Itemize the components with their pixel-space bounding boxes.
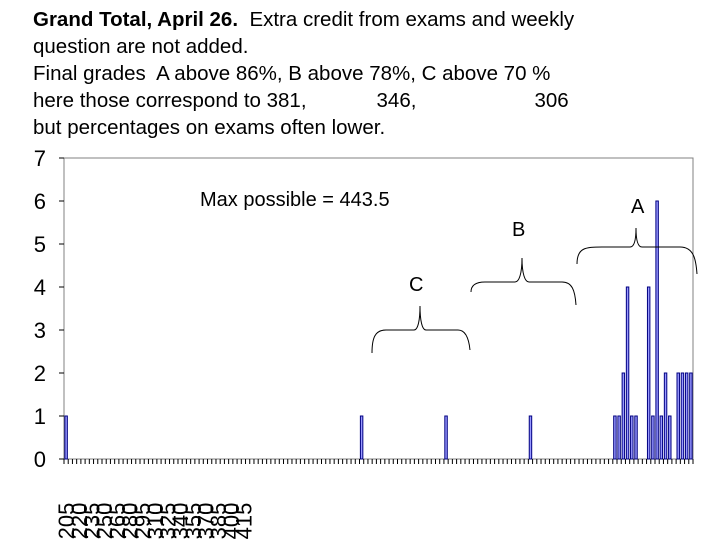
x-tick-label-355: 355 <box>181 503 206 540</box>
y-axis-ticks: 0 1 2 3 4 5 6 7 <box>34 146 64 472</box>
y-tick-label-1: 1 <box>34 404 46 429</box>
bar-860 <box>617 415 621 460</box>
heading-line-2: question are not added. <box>33 35 249 58</box>
heading-title-bold: Grand Total, April 26. <box>33 8 239 31</box>
x-tick-label-235: 235 <box>79 503 104 540</box>
bar-900 <box>651 415 655 460</box>
x-tick-label-250: 250 <box>92 503 117 540</box>
bar-915 <box>663 372 668 460</box>
bar-905 <box>655 200 659 460</box>
bar-945 <box>689 372 693 460</box>
x-axis-ticks: 2052202352502652802953103253403553703854… <box>54 459 694 540</box>
bar-205 <box>64 415 68 460</box>
heading-line-4-prefix: here those correspond to 381, <box>33 89 307 112</box>
heading-line-4-b: 346, <box>376 89 417 112</box>
annotations: Max possible = 443.5 A B C <box>200 189 698 354</box>
bars <box>64 200 693 460</box>
x-tick-label-220: 220 <box>67 503 92 540</box>
bar-910 <box>659 415 664 460</box>
bar-755 <box>528 415 533 460</box>
chart-heading: Grand Total, April 26. Extra credit from… <box>33 6 713 141</box>
bar-920 <box>668 415 672 460</box>
bar-875 <box>630 415 634 460</box>
annotation-grade-b: B <box>512 219 525 241</box>
x-tick-label-415: 415 <box>231 503 256 540</box>
brace-grade-b <box>470 257 577 306</box>
brace-grade-a <box>576 227 698 275</box>
heading-line-1: Grand Total, April 26. Extra credit from… <box>33 6 713 33</box>
x-tick-label-280: 280 <box>117 503 142 540</box>
plot-area-border <box>63 157 694 460</box>
x-tick-label-205: 205 <box>54 503 79 540</box>
heading-title-rest: Extra credit from exams and weekly <box>249 8 575 31</box>
y-tick-label-2: 2 <box>34 361 46 386</box>
heading-line-3: Final grades A above 86%, B above 78%, C… <box>33 62 551 85</box>
bar-655 <box>444 415 448 460</box>
bar-880 <box>634 415 638 460</box>
y-tick-label-3: 3 <box>34 318 46 343</box>
x-tick-label-340: 340 <box>168 503 193 540</box>
brace-grade-c <box>371 305 471 354</box>
x-tick-label-385: 385 <box>206 503 231 540</box>
plot-frame <box>63 157 694 460</box>
heading-line-4: here those correspond to 381, 346, 306 <box>33 87 713 114</box>
bar-865 <box>621 372 626 460</box>
bar-940 <box>684 372 689 460</box>
bar-895 <box>646 286 651 460</box>
y-tick-label-5: 5 <box>34 232 46 257</box>
x-tick-label-400: 400 <box>219 503 244 540</box>
heading-line-4-c: 306 <box>534 89 569 112</box>
y-tick-label-6: 6 <box>34 189 46 214</box>
bar-870 <box>625 286 630 460</box>
y-tick-label-0: 0 <box>34 447 46 472</box>
x-tick-label-310: 310 <box>143 503 168 540</box>
bar-930 <box>676 372 680 460</box>
x-tick-label-295: 295 <box>130 503 155 540</box>
annotation-grade-c: C <box>409 274 423 296</box>
x-tick-label-325: 325 <box>155 503 180 540</box>
x-tick-label-265: 265 <box>105 503 130 540</box>
x-tick-label-370: 370 <box>193 503 218 540</box>
bar-855 <box>613 415 617 460</box>
heading-line-5: but percentages on exams often lower. <box>33 116 386 139</box>
y-tick-label-7: 7 <box>34 146 46 171</box>
bar-935 <box>680 372 685 460</box>
y-tick-label-4: 4 <box>34 275 46 300</box>
annotation-max-possible: Max possible = 443.5 <box>200 189 390 211</box>
annotation-grade-a: A <box>631 196 645 218</box>
bar-555 <box>359 415 364 460</box>
